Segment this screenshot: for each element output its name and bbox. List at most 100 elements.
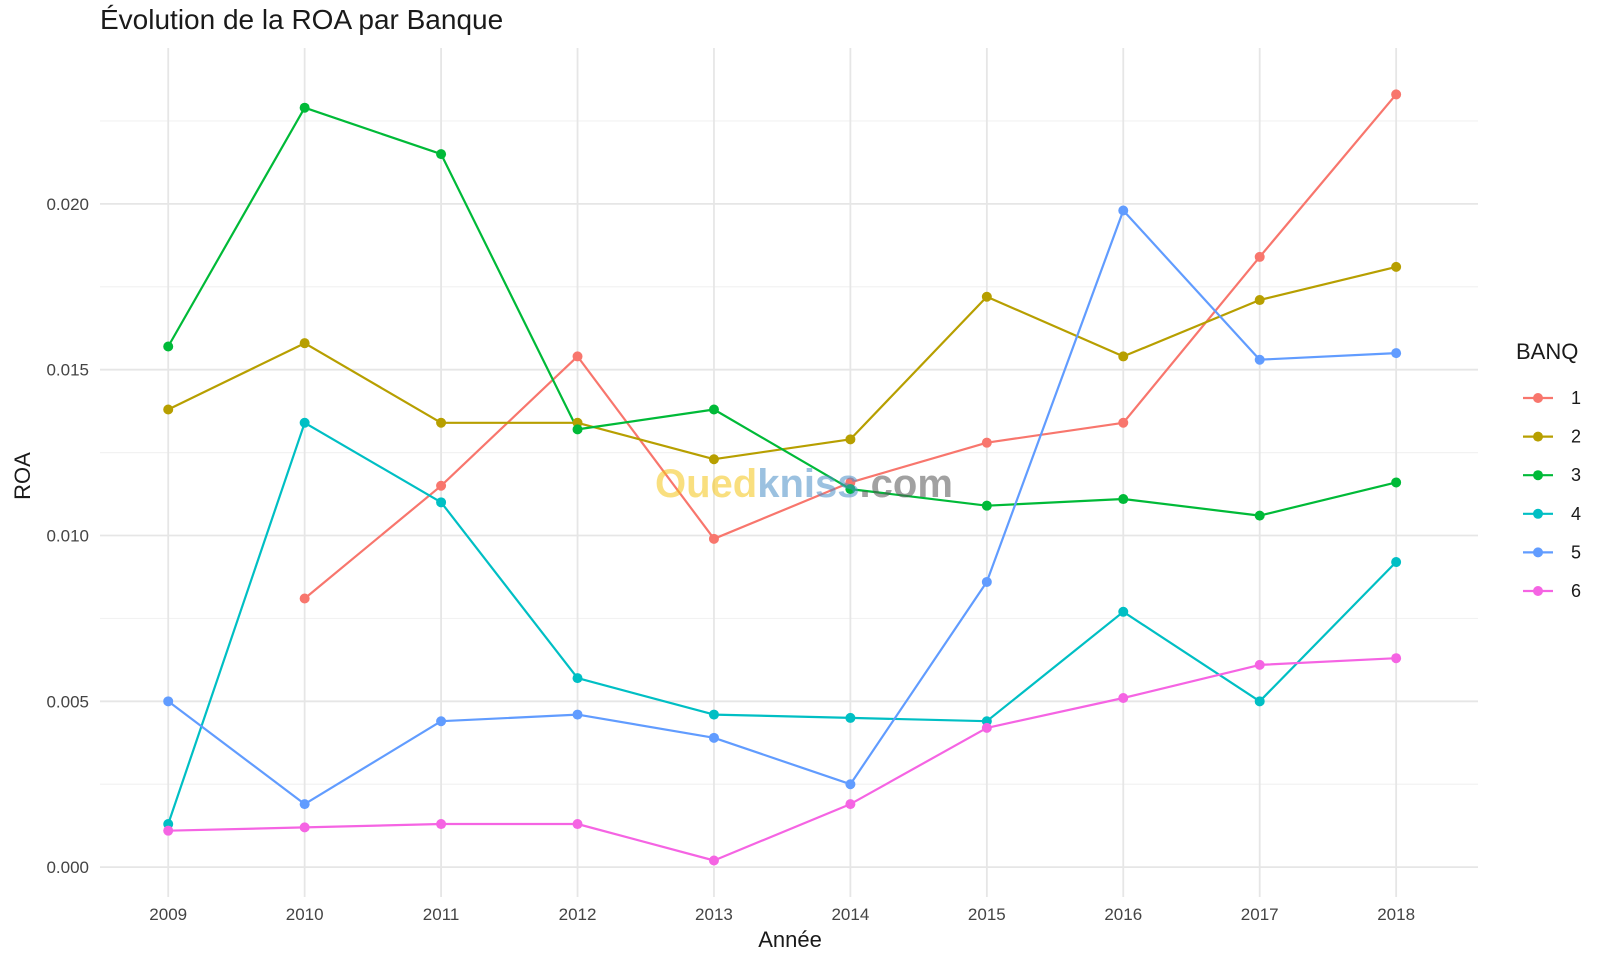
data-point-banq-2 bbox=[163, 404, 174, 415]
x-axis-ticks: 2009 2010 2011 2012 2013 2014 2015 2016 2017 2018 bbox=[149, 905, 1415, 924]
data-point-banq-4 bbox=[1254, 696, 1265, 707]
legend-key-point bbox=[1533, 393, 1543, 403]
legend-key-point bbox=[1533, 586, 1543, 596]
x-tick-label: 2012 bbox=[559, 905, 597, 924]
series-line-banq-6 bbox=[168, 657, 1397, 862]
x-tick-label: 2016 bbox=[1104, 905, 1142, 924]
series-points bbox=[163, 89, 1402, 866]
legend-item-banq-5: 5 bbox=[1523, 542, 1581, 562]
data-point-banq-4 bbox=[572, 673, 583, 684]
x-tick-label: 2018 bbox=[1377, 905, 1415, 924]
legend: BANQ 1 2 3 4 5 6 bbox=[1516, 339, 1581, 601]
legend-item-banq-3: 3 bbox=[1523, 465, 1581, 485]
legend-item-banq-4: 4 bbox=[1523, 504, 1581, 524]
series-line-banq-2 bbox=[167, 265, 1397, 461]
data-point-banq-6 bbox=[981, 722, 992, 733]
data-point-banq-5 bbox=[163, 696, 174, 707]
x-tick-label: 2013 bbox=[695, 905, 733, 924]
data-point-banq-1 bbox=[1391, 89, 1402, 100]
x-tick-label: 2009 bbox=[149, 905, 187, 924]
watermark-part-oued: Oued bbox=[655, 462, 757, 506]
legend-label: 5 bbox=[1571, 542, 1581, 562]
data-point-banq-5 bbox=[1118, 205, 1129, 216]
data-point-banq-2 bbox=[981, 291, 992, 302]
data-point-banq-3 bbox=[163, 341, 174, 352]
watermark-logo: Ouedkniss.com bbox=[655, 462, 953, 506]
legend-item-banq-1: 1 bbox=[1523, 388, 1581, 408]
data-point-banq-5 bbox=[299, 799, 310, 810]
data-point-banq-5 bbox=[1254, 354, 1265, 365]
data-point-banq-4 bbox=[1118, 606, 1129, 617]
series-line-banq-3 bbox=[167, 106, 1397, 517]
data-point-banq-5 bbox=[1391, 348, 1402, 359]
legend-key-point bbox=[1533, 470, 1543, 481]
data-point-banq-6 bbox=[572, 819, 583, 830]
data-point-banq-3 bbox=[1391, 477, 1402, 488]
data-point-banq-6 bbox=[436, 819, 447, 830]
data-point-banq-4 bbox=[708, 709, 719, 720]
series-line-banq-5 bbox=[167, 209, 1397, 806]
data-point-banq-1 bbox=[299, 593, 310, 604]
y-axis-title: ROA bbox=[10, 452, 35, 500]
data-point-banq-3 bbox=[708, 404, 719, 415]
data-point-banq-2 bbox=[845, 434, 856, 445]
data-point-banq-5 bbox=[845, 779, 856, 790]
data-point-banq-6 bbox=[708, 855, 719, 866]
y-tick-label: 0.000 bbox=[46, 858, 89, 877]
series-lines bbox=[167, 93, 1397, 862]
watermark-part-com: .com bbox=[860, 462, 953, 506]
x-tick-label: 2014 bbox=[831, 905, 869, 924]
data-point-banq-6 bbox=[299, 822, 310, 833]
y-tick-label: 0.005 bbox=[46, 692, 89, 711]
data-point-banq-1 bbox=[708, 533, 719, 544]
data-point-banq-4 bbox=[436, 497, 447, 508]
data-point-banq-2 bbox=[436, 417, 447, 428]
x-tick-label: 2015 bbox=[968, 905, 1006, 924]
data-point-banq-3 bbox=[1118, 494, 1129, 505]
data-point-banq-1 bbox=[1254, 251, 1265, 262]
data-point-banq-6 bbox=[1391, 653, 1402, 664]
data-point-banq-6 bbox=[845, 799, 856, 810]
legend-label: 6 bbox=[1571, 581, 1581, 601]
data-point-banq-4 bbox=[1391, 557, 1402, 568]
chart-title: Évolution de la ROA par Banque bbox=[100, 4, 504, 35]
data-point-banq-3 bbox=[981, 500, 992, 511]
data-point-banq-2 bbox=[1118, 351, 1129, 362]
data-point-banq-2 bbox=[708, 454, 719, 465]
legend-title: BANQ bbox=[1516, 339, 1578, 364]
series-line-banq-4 bbox=[167, 421, 1397, 825]
data-point-banq-2 bbox=[1254, 295, 1265, 306]
y-axis-ticks: 0.000 0.005 0.010 0.015 0.020 bbox=[46, 195, 89, 877]
legend-label: 1 bbox=[1571, 388, 1581, 408]
data-point-banq-5 bbox=[981, 576, 992, 587]
legend-label: 3 bbox=[1571, 465, 1581, 485]
data-point-banq-5 bbox=[572, 709, 583, 720]
data-point-banq-2 bbox=[1391, 261, 1402, 272]
data-point-banq-1 bbox=[981, 437, 992, 448]
data-point-banq-1 bbox=[1118, 417, 1129, 428]
legend-item-banq-2: 2 bbox=[1523, 427, 1581, 447]
legend-item-banq-6: 6 bbox=[1523, 581, 1581, 601]
grid-major bbox=[100, 48, 1478, 897]
x-tick-label: 2017 bbox=[1241, 905, 1279, 924]
data-point-banq-5 bbox=[708, 732, 719, 743]
x-tick-label: 2011 bbox=[423, 905, 460, 924]
y-tick-label: 0.015 bbox=[46, 361, 89, 380]
data-point-banq-4 bbox=[845, 712, 856, 723]
data-point-banq-1 bbox=[436, 480, 447, 491]
legend-key-point bbox=[1533, 508, 1543, 519]
data-point-banq-2 bbox=[299, 338, 310, 349]
data-point-banq-3 bbox=[1254, 510, 1265, 521]
watermark-part-kniss: kniss bbox=[757, 462, 859, 506]
data-point-banq-3 bbox=[845, 484, 856, 495]
legend-key-point bbox=[1533, 547, 1543, 558]
data-point-banq-6 bbox=[1254, 659, 1265, 670]
data-point-banq-1 bbox=[572, 351, 583, 362]
data-point-banq-4 bbox=[299, 417, 310, 428]
y-tick-label: 0.020 bbox=[46, 195, 89, 214]
data-point-banq-5 bbox=[436, 716, 447, 727]
legend-label: 2 bbox=[1571, 427, 1581, 447]
legend-label: 4 bbox=[1571, 504, 1581, 524]
data-point-banq-3 bbox=[299, 102, 310, 113]
